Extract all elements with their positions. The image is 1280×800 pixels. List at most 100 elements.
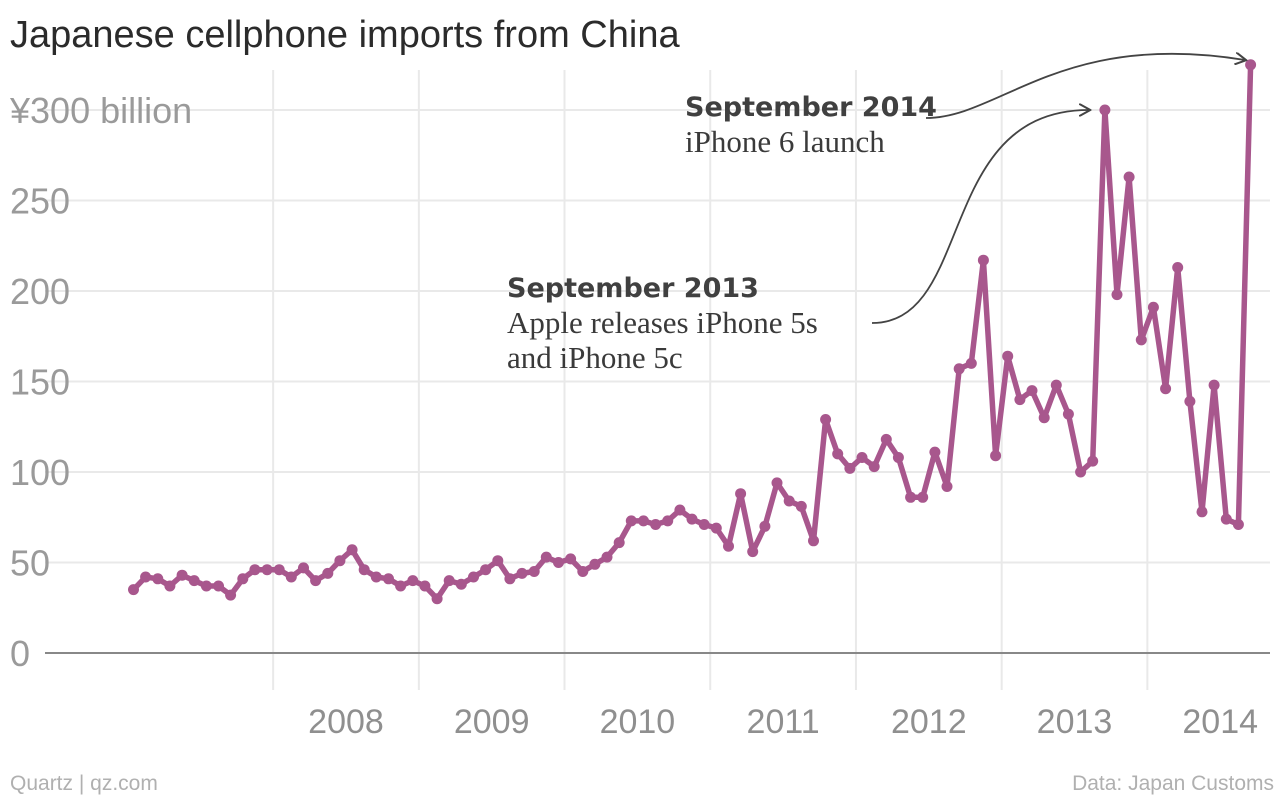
- data-point: [249, 564, 261, 576]
- data-point: [601, 551, 613, 563]
- data-point: [929, 446, 941, 458]
- credit-label: Quartz | qz.com: [10, 772, 158, 795]
- data-point: [261, 564, 273, 576]
- annotation-text: iPhone 6 launch: [685, 124, 885, 159]
- data-point: [1099, 104, 1111, 116]
- data-point: [310, 575, 322, 587]
- data-point: [334, 555, 346, 567]
- x-tick-label: 2014: [1182, 703, 1258, 741]
- y-tick-label: ¥300 billion: [9, 90, 192, 131]
- chart-title: Japanese cellphone imports from China: [10, 14, 680, 56]
- data-point: [638, 515, 649, 527]
- data-point: [225, 589, 237, 601]
- data-point: [140, 571, 152, 583]
- data-point: [977, 254, 989, 266]
- data-point: [383, 573, 394, 585]
- data-point: [407, 575, 419, 587]
- data-point: [213, 580, 224, 592]
- annotation-arrow: [871, 110, 1089, 324]
- data-point: [1147, 301, 1159, 313]
- data-point: [237, 573, 249, 585]
- data-point: [710, 522, 722, 534]
- data-point: [128, 584, 139, 596]
- y-tick-label: 250: [10, 181, 70, 222]
- x-tick-label: 2012: [891, 703, 967, 741]
- data-point: [1232, 519, 1244, 530]
- data-point: [832, 448, 844, 460]
- data-point: [953, 363, 965, 375]
- x-tick-label: 2011: [747, 703, 820, 741]
- data-point: [504, 573, 516, 585]
- data-point: [298, 562, 309, 574]
- x-tick-label: 2013: [1037, 703, 1113, 741]
- data-point: [880, 433, 892, 445]
- data-point: [395, 580, 407, 592]
- y-tick-label: 50: [10, 543, 50, 584]
- data-point: [431, 593, 443, 605]
- data-point: [686, 513, 698, 525]
- data-point: [1172, 262, 1184, 273]
- data-point: [650, 519, 662, 530]
- data-point: [917, 491, 929, 503]
- data-point: [1062, 408, 1074, 420]
- data-point: [370, 571, 382, 583]
- annotation-text: and iPhone 5c: [507, 340, 683, 375]
- data-point: [625, 515, 637, 527]
- data-point: [808, 535, 819, 547]
- data-point: [1245, 59, 1257, 71]
- data-point: [164, 580, 176, 592]
- x-axis-ticks: 2008 2009 2010 2011 2012 2013 2014: [308, 703, 1258, 741]
- data-point: [1002, 350, 1014, 362]
- data-point: [322, 567, 334, 579]
- y-tick-label: 100: [10, 452, 70, 493]
- data-point: [285, 571, 297, 583]
- data-point: [1026, 385, 1038, 397]
- data-point: [443, 575, 455, 587]
- data-point: [1111, 289, 1123, 301]
- data-point: [468, 571, 479, 583]
- data-point: [795, 500, 807, 512]
- data-point: [152, 573, 164, 585]
- data-point: [492, 555, 504, 567]
- x-tick-label: 2008: [308, 703, 384, 741]
- data-point: [698, 519, 710, 530]
- data-point: [188, 575, 200, 587]
- series: [128, 59, 1257, 605]
- data-point: [200, 580, 212, 592]
- y-tick-label: 0: [10, 633, 30, 674]
- x-tick-label: 2009: [454, 703, 530, 741]
- annotation-text: Apple releases iPhone 5s: [507, 305, 818, 340]
- data-point: [674, 504, 686, 516]
- data-point: [1075, 466, 1087, 478]
- data-point: [565, 553, 577, 565]
- data-point: [516, 567, 528, 579]
- data-point: [771, 477, 783, 489]
- data-point: [346, 544, 358, 556]
- source-label: Data: Japan Customs: [1072, 772, 1274, 795]
- annotation-heading: September 2014: [685, 92, 937, 123]
- annotation-heading: September 2013: [507, 273, 759, 304]
- data-point: [528, 566, 540, 577]
- data-point: [358, 564, 370, 576]
- annotation-arrow: [925, 54, 1245, 119]
- data-point: [844, 462, 856, 474]
- data-point: [941, 481, 953, 492]
- x-tick-label: 2010: [600, 703, 676, 741]
- data-point: [868, 461, 880, 473]
- grid: [45, 70, 1270, 690]
- data-point: [892, 452, 904, 463]
- data-point: [905, 491, 917, 503]
- data-point: [553, 557, 564, 568]
- data-point: [1196, 506, 1208, 518]
- data-point: [480, 564, 492, 576]
- data-point: [820, 414, 832, 425]
- data-point: [735, 488, 747, 500]
- data-point: [613, 537, 625, 549]
- data-point: [759, 520, 771, 532]
- data-point: [589, 558, 601, 570]
- data-point: [419, 580, 431, 592]
- data-point: [1123, 171, 1135, 183]
- data-point: [965, 357, 977, 369]
